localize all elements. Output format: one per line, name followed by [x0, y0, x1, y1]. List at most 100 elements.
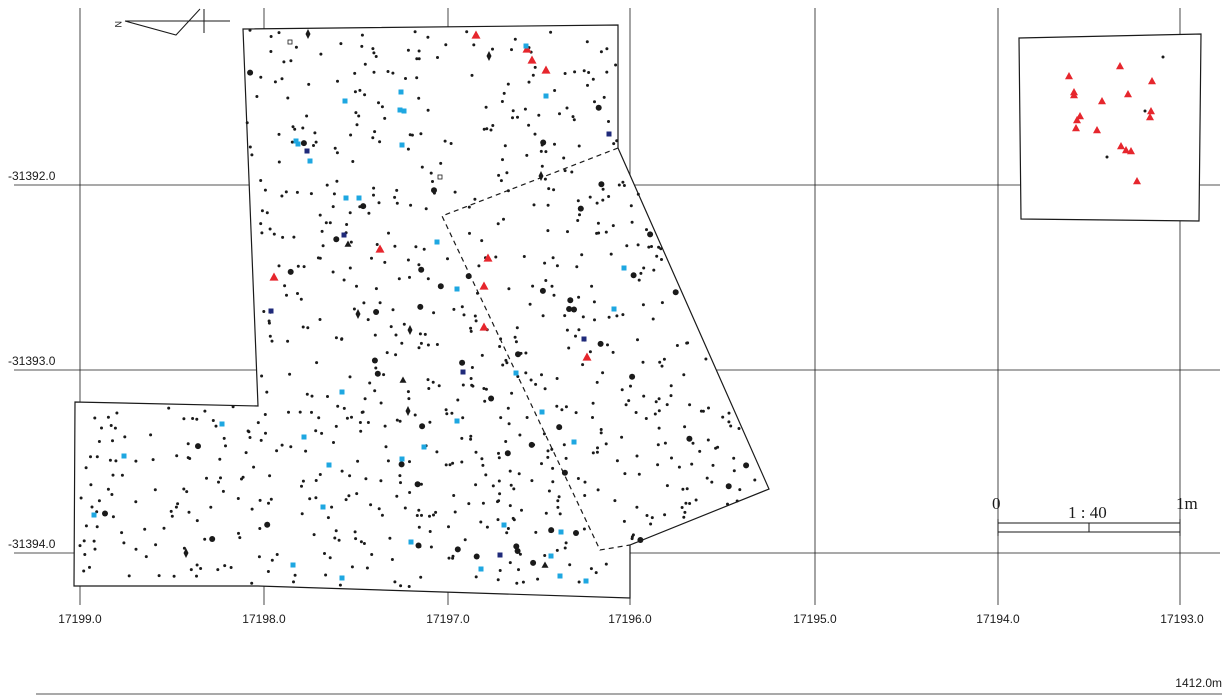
small-dot-marker	[710, 480, 714, 484]
dark-blue-square-marker	[341, 232, 347, 238]
small-dot-marker	[531, 73, 535, 77]
small-dot-marker	[127, 574, 131, 578]
small-dot-marker	[467, 502, 471, 506]
small-dot-marker	[406, 48, 410, 52]
large-dot-marker	[504, 450, 511, 457]
small-dot-marker	[310, 394, 314, 398]
light-blue-square-marker	[408, 539, 414, 545]
small-dot-marker	[665, 403, 669, 407]
small-dot-marker	[472, 43, 476, 47]
small-dot-marker	[704, 357, 708, 361]
small-dot-marker	[78, 544, 82, 548]
small-dot-marker	[555, 404, 559, 408]
dark-blue-square-marker	[581, 336, 587, 342]
small-dot-marker	[373, 389, 377, 393]
small-dot-marker	[330, 505, 334, 509]
small-dot-marker	[259, 179, 263, 182]
small-dot-marker	[308, 497, 312, 501]
small-dot-marker	[577, 580, 581, 584]
small-dot-marker	[445, 412, 449, 416]
small-dot-marker	[546, 449, 550, 453]
small-dot-marker	[581, 363, 585, 367]
small-dot-marker	[636, 192, 640, 196]
small-dot-marker	[613, 499, 617, 503]
small-dot-marker	[244, 451, 248, 455]
special-artifacts-layer	[91, 29, 627, 584]
small-dot-marker	[334, 239, 338, 242]
small-dot-marker	[530, 479, 534, 483]
small-dot-marker	[395, 494, 399, 498]
small-dot-marker	[122, 541, 126, 545]
small-dot-marker	[564, 541, 568, 545]
small-dot-marker	[363, 93, 367, 97]
large-dot-marker	[414, 481, 421, 488]
small-dot-marker	[289, 445, 293, 449]
small-dot-marker	[473, 314, 477, 318]
small-dot-marker	[221, 489, 225, 493]
large-dot-marker	[287, 268, 294, 275]
red-triangle-marker	[1065, 72, 1073, 80]
small-dot-marker	[682, 515, 686, 519]
small-dot-marker	[348, 474, 352, 478]
small-dot-marker	[680, 506, 684, 509]
small-dot-marker	[267, 319, 271, 323]
small-dot-marker	[711, 463, 715, 467]
small-dot-marker	[260, 374, 264, 378]
small-dot-marker	[499, 416, 503, 420]
small-dot-marker	[469, 377, 473, 380]
small-dot-marker	[460, 305, 464, 309]
small-dot-marker	[344, 498, 348, 502]
small-dot-marker	[485, 127, 489, 131]
small-dot-marker	[543, 261, 547, 265]
small-dot-marker	[154, 543, 158, 547]
small-dot-marker	[391, 308, 395, 312]
small-dot-marker	[563, 546, 567, 550]
small-dot-marker	[546, 203, 550, 207]
small-dot-marker	[265, 211, 269, 215]
small-dot-marker	[637, 278, 641, 282]
large-dot-marker	[566, 306, 573, 312]
small-dot-marker	[362, 542, 366, 545]
small-dot-marker	[372, 51, 376, 55]
small-dot-marker	[496, 500, 499, 504]
small-dot-marker	[468, 231, 471, 235]
small-dot-marker	[482, 127, 486, 131]
small-dot-marker	[555, 377, 559, 380]
small-dot-marker	[408, 460, 411, 464]
small-dot-marker	[499, 337, 503, 341]
light-blue-square-marker	[454, 418, 460, 424]
large-dot-marker	[637, 537, 644, 543]
small-dot-marker	[605, 47, 609, 51]
small-dot-marker	[415, 514, 419, 517]
small-dot-marker	[359, 540, 363, 544]
small-dot-marker	[641, 360, 645, 364]
small-dot-marker	[270, 339, 274, 343]
small-dot-marker	[320, 229, 324, 233]
small-dot-marker	[399, 481, 402, 485]
small-dot-marker	[542, 432, 546, 436]
small-dot-marker	[483, 399, 487, 403]
red-triangle-marker	[479, 281, 489, 290]
small-dot-marker	[236, 497, 240, 500]
small-dot-marker	[391, 71, 395, 75]
small-dot-marker	[470, 383, 474, 387]
light-blue-square-marker	[219, 421, 225, 427]
small-dot-marker	[333, 146, 337, 150]
small-dot-marker	[217, 480, 220, 484]
small-dot-marker	[82, 539, 86, 543]
small-dot-marker	[469, 329, 473, 333]
small-dot-marker	[307, 82, 311, 86]
small-dot-marker	[332, 441, 335, 444]
small-dot-marker	[473, 197, 477, 201]
small-dot-marker	[476, 291, 479, 295]
small-dot-marker	[100, 426, 103, 430]
small-dot-marker	[1143, 109, 1147, 113]
extension-dashed-boundary	[441, 147, 631, 551]
small-dot-marker	[419, 132, 423, 136]
small-dot-marker	[591, 77, 595, 81]
small-dot-marker	[354, 111, 358, 115]
small-dot-marker	[549, 30, 553, 34]
small-dot-marker	[277, 160, 281, 164]
small-dot-marker	[552, 293, 556, 297]
small-dot-marker	[570, 170, 574, 174]
